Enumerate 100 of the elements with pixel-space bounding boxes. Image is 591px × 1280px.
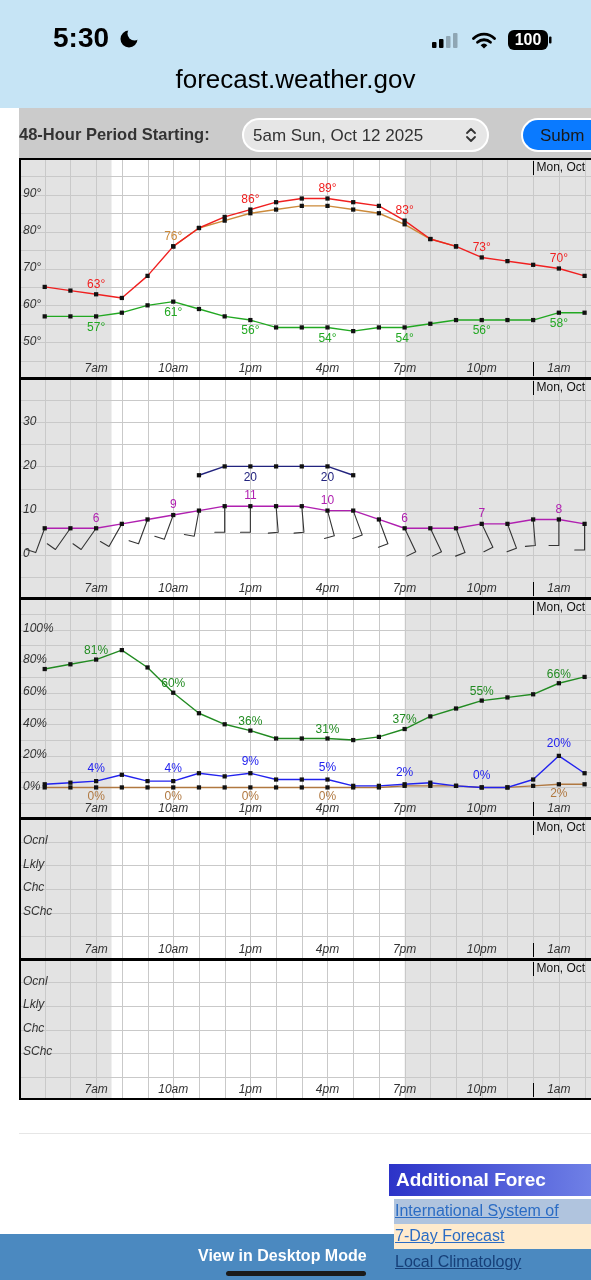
data-label: 70°	[549, 250, 569, 265]
data-label: 56°	[472, 323, 492, 338]
data-label: 0%	[473, 767, 491, 782]
x-tick-label: 10pm	[466, 942, 497, 957]
x-tick-label: 1pm	[238, 361, 263, 376]
y-tick-label: 30	[23, 413, 37, 428]
y-tick-label: Chc	[23, 1020, 45, 1035]
data-label: 63°	[87, 276, 106, 291]
x-tick-label: 4pm	[315, 581, 340, 596]
x-tick-label: 1pm	[238, 1082, 263, 1097]
x-tick-label: 7pm	[392, 361, 417, 376]
data-label: 6	[92, 510, 100, 525]
y-tick-label: 90°	[23, 186, 42, 201]
text: 5:30	[53, 22, 110, 53]
data-label: 2%	[395, 764, 414, 779]
x-tick-label: 10am	[158, 1082, 189, 1097]
data-label: 5%	[318, 759, 337, 774]
ref-line-label: Mon, Oct	[536, 380, 586, 395]
x-tick-label: 7am	[84, 1082, 108, 1097]
data-label: 37%	[392, 712, 417, 727]
ref-line-label: Mon, Oct	[536, 961, 586, 976]
x-tick-label: 7pm	[392, 581, 417, 596]
data-label: 73°	[472, 239, 492, 254]
data-label: 9	[169, 497, 177, 512]
data-label: 7	[478, 506, 486, 521]
y-tick-label: Lkly	[23, 997, 46, 1012]
x-tick-label: 4pm	[315, 942, 340, 957]
data-label: 55%	[469, 683, 495, 698]
data-label: 81%	[84, 642, 109, 657]
x-tick-label: 7am	[84, 581, 108, 596]
x-tick-label: 4pm	[315, 1082, 340, 1097]
data-label: 0%	[87, 788, 106, 803]
data-label: 57°	[87, 319, 106, 334]
text: View in Desktop Mode	[198, 1246, 367, 1266]
x-tick-label: 1pm	[238, 581, 263, 596]
y-tick-label: Lkly	[23, 856, 46, 871]
x-tick-label: 1am	[547, 361, 571, 376]
data-label: 54°	[318, 330, 337, 345]
text: 7-Day Forecast	[395, 1226, 505, 1246]
x-tick-label: 7pm	[392, 942, 417, 957]
y-tick-label: 20%	[22, 747, 48, 762]
y-tick-label: 0	[23, 546, 30, 561]
x-tick-label: 1am	[547, 801, 571, 816]
y-tick-label: SChc	[23, 904, 53, 919]
data-label: 58°	[549, 316, 569, 331]
x-tick-label: 4pm	[315, 361, 340, 376]
y-tick-label: 40%	[23, 715, 48, 730]
x-tick-label: 10pm	[466, 361, 497, 376]
x-tick-label: 10pm	[466, 581, 497, 596]
ref-line-label: Mon, Oct	[536, 160, 586, 175]
x-tick-label: 10pm	[466, 801, 497, 816]
data-label: 20	[243, 469, 258, 484]
data-label: 20	[320, 469, 335, 484]
y-tick-label: 0%	[23, 778, 41, 793]
data-label: 9%	[241, 753, 260, 768]
text: International System of	[395, 1201, 559, 1221]
data-label: 4%	[164, 761, 183, 776]
x-tick-label: 7pm	[392, 1082, 417, 1097]
ref-line-label: Mon, Oct	[536, 600, 586, 615]
data-label: 20%	[546, 736, 572, 751]
data-label: 0%	[164, 788, 183, 803]
data-label: 60%	[161, 676, 186, 691]
data-label: 2%	[550, 785, 568, 800]
y-tick-label: 60°	[23, 296, 42, 311]
data-label: 31%	[315, 721, 340, 736]
y-tick-label: 10	[23, 501, 37, 516]
date-select: 5am Sun, Oct 12 2025	[242, 118, 489, 152]
data-label: 56°	[241, 323, 260, 338]
x-tick-label: 7pm	[392, 801, 417, 816]
y-tick-label: 20	[22, 457, 37, 472]
data-label: 83°	[395, 202, 414, 217]
y-tick-label: SChc	[23, 1044, 53, 1059]
x-tick-label: 10am	[158, 581, 189, 596]
data-label: 76°	[164, 228, 183, 243]
x-tick-label: 7am	[84, 942, 108, 957]
text: Local Climatology	[395, 1252, 522, 1272]
data-label: 8	[555, 501, 563, 516]
data-label: 54°	[395, 330, 414, 345]
ref-line-label: Mon, Oct	[536, 820, 586, 835]
x-tick-label: 10pm	[466, 1082, 497, 1097]
data-label: 0%	[318, 788, 337, 803]
data-label: 0%	[241, 788, 260, 803]
y-tick-label: 50°	[23, 333, 42, 348]
x-tick-label: 1pm	[238, 942, 263, 957]
data-label: 10	[320, 492, 335, 507]
x-tick-label: 1pm	[238, 801, 263, 816]
x-tick-label: 1am	[547, 581, 571, 596]
x-tick-label: 1am	[547, 942, 571, 957]
data-label: 61°	[164, 304, 183, 319]
y-tick-label: 60%	[23, 684, 48, 699]
y-tick-label: 80°	[23, 223, 42, 238]
data-label: 66%	[546, 666, 572, 681]
text: Additional Forec	[396, 1169, 546, 1191]
data-label: 36%	[238, 713, 263, 728]
y-tick-label: 100%	[23, 620, 55, 635]
x-tick-label: 10am	[158, 942, 189, 957]
y-tick-label: Chc	[23, 880, 45, 895]
y-tick-label: Ocnl	[23, 973, 49, 988]
x-tick-label: 10am	[158, 361, 189, 376]
submit-button: Subm	[521, 118, 591, 152]
